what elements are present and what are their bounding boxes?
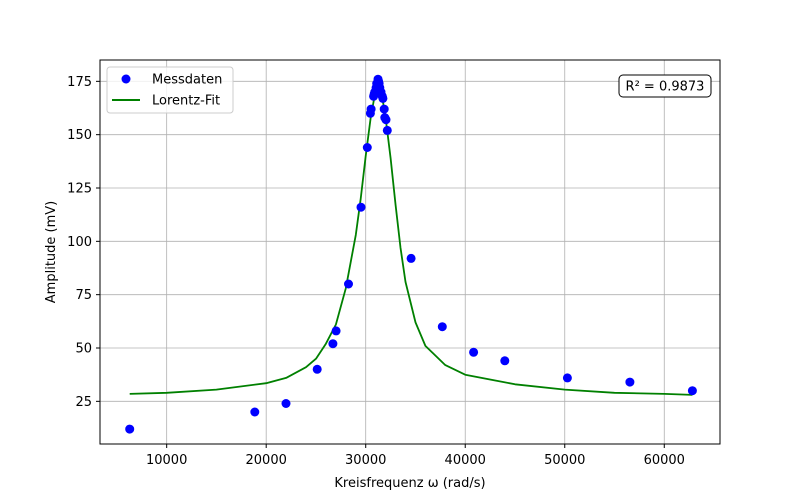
- legend: Messdaten Lorentz-Fit: [106, 66, 234, 114]
- ticks: 10000 20000 30000 40000 50000 60000 25 50 75 100 1…: [67, 75, 685, 468]
- y-tick-label: 125: [67, 182, 92, 197]
- y-tick-label: 25: [75, 395, 92, 410]
- data-point: [312, 364, 322, 374]
- data-point: [381, 115, 391, 125]
- data-point: [356, 202, 366, 212]
- y-tick-label: 100: [67, 235, 92, 250]
- data-point: [406, 253, 416, 263]
- data-point: [281, 399, 291, 408]
- data-point: [469, 347, 479, 357]
- data-point: [687, 386, 697, 396]
- data-point: [366, 104, 376, 114]
- y-tick-label: 75: [75, 288, 92, 303]
- axes-background: [100, 60, 720, 444]
- data-point: [437, 322, 447, 332]
- data-point: [328, 339, 338, 349]
- data-point: [125, 424, 135, 434]
- x-tick-label: 50000: [544, 453, 585, 468]
- data-point: [379, 104, 389, 114]
- data-point: [250, 407, 260, 417]
- legend-marker-messdaten: [121, 74, 131, 84]
- x-tick-label: 40000: [445, 453, 486, 468]
- data-point: [625, 377, 635, 387]
- r2-annotation: R² = 0.9873: [618, 74, 712, 98]
- x-tick-label: 20000: [246, 453, 287, 468]
- y-tick-label: 50: [75, 342, 92, 357]
- y-axis-label: Amplitude (mV): [44, 201, 59, 303]
- axes-frame: [99, 59, 721, 445]
- x-axis-label: Kreisfrequenz ω (rad/s): [334, 476, 485, 491]
- r2-text: R² = 0.9873: [626, 80, 705, 95]
- y-tick-label: 175: [67, 75, 92, 90]
- legend-label-messdaten: Messdaten: [152, 73, 222, 88]
- points-layer: [125, 74, 697, 434]
- data-point: [562, 373, 572, 383]
- legend-label-lorentz-fit: Lorentz-Fit: [152, 94, 220, 109]
- r2-box: [618, 74, 712, 98]
- plot-area: 10000 20000 30000 40000 50000 60000 25 50 75 100 1…: [67, 59, 721, 468]
- data-point: [500, 356, 510, 366]
- data-point: [331, 326, 341, 336]
- data-point: [362, 143, 372, 152]
- x-tick-label: 10000: [146, 453, 187, 468]
- data-point: [344, 279, 353, 289]
- data-point: [378, 93, 388, 103]
- grid: [100, 60, 720, 444]
- y-tick-label: 150: [67, 128, 92, 143]
- data-point: [382, 125, 392, 135]
- legend-box: [106, 66, 234, 114]
- x-tick-label: 30000: [345, 453, 386, 468]
- x-tick-label: 60000: [644, 453, 685, 468]
